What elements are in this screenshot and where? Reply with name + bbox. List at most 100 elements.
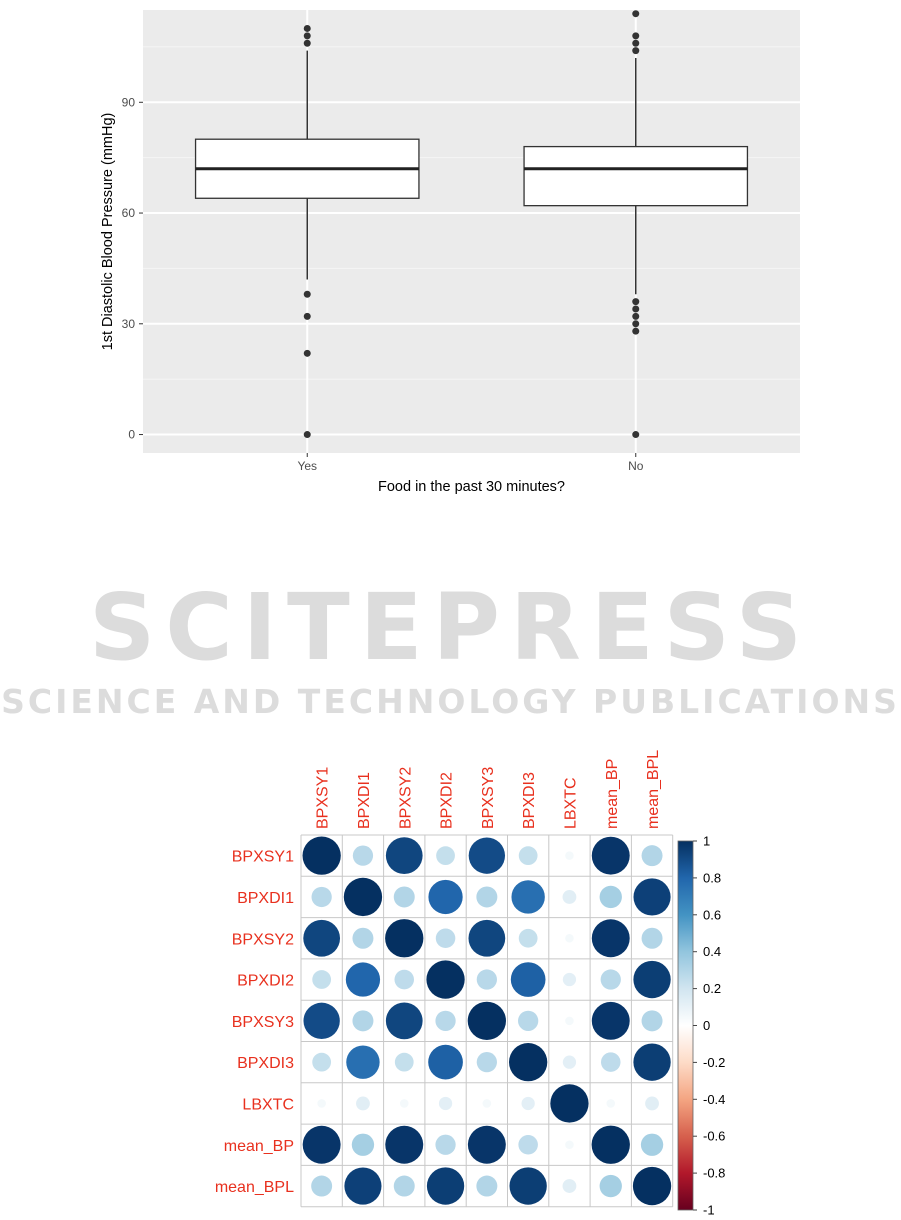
legend-tick-label: 0.2: [703, 981, 721, 996]
legend-tick-label: -0.4: [703, 1092, 725, 1107]
corr-circle: [600, 969, 621, 990]
legend-tick-label: 0.8: [703, 870, 721, 885]
column-label: BPXDI1: [356, 772, 373, 829]
corr-circle: [565, 1016, 574, 1026]
legend-tick-label: -0.2: [703, 1055, 725, 1070]
outlier-point: [632, 312, 640, 320]
corr-circle: [640, 1133, 664, 1156]
x-axis-label: Food in the past 30 minutes?: [378, 479, 565, 495]
corr-circle: [591, 1001, 630, 1040]
y-tick-label: 30: [122, 317, 136, 331]
corr-circle: [436, 846, 455, 866]
corr-circle: [476, 886, 498, 908]
corr-circle: [510, 962, 546, 997]
outlier-point: [632, 305, 640, 313]
corr-circle: [352, 845, 374, 866]
corr-circle: [426, 960, 465, 999]
outlier-point: [303, 32, 311, 40]
corr-circle: [641, 927, 663, 949]
corr-circle: [344, 1167, 382, 1205]
corr-circle: [385, 919, 424, 958]
corr-circle: [346, 1045, 380, 1079]
legend-tick-label: -0.6: [703, 1129, 725, 1144]
outlier-point: [303, 312, 311, 320]
corr-circle: [312, 1052, 332, 1072]
corr-circle: [385, 837, 423, 875]
corr-circle: [482, 1099, 492, 1108]
corr-circle: [518, 1010, 539, 1031]
corr-circle: [562, 890, 577, 904]
corr-circle: [468, 919, 506, 957]
corr-circle: [385, 1002, 423, 1040]
corr-circle: [467, 1125, 506, 1164]
corr-circle: [633, 1043, 671, 1081]
corr-circle: [399, 1099, 409, 1108]
corr-circle: [426, 1167, 465, 1205]
corr-circle: [467, 1001, 506, 1040]
y-tick-label: 60: [122, 206, 136, 220]
corr-circle: [565, 851, 574, 860]
outlier-point: [632, 39, 640, 47]
row-label: BPXSY3: [232, 1014, 294, 1031]
outlier-point: [632, 47, 640, 55]
corr-circle: [599, 1174, 622, 1198]
corr-circle: [641, 845, 663, 867]
corr-circle: [468, 837, 506, 874]
corr-circle: [343, 877, 383, 917]
corr-circle: [565, 933, 574, 943]
outlier-point: [632, 10, 640, 18]
corr-circle: [303, 919, 341, 957]
corr-circle: [633, 878, 671, 916]
corr-circle: [303, 1002, 340, 1040]
corr-circle: [476, 1052, 497, 1073]
boxplot-chart: 0 30 60 90 Yes No Food in the past 30 minutes?…: [100, 10, 800, 495]
outlier-point: [632, 32, 640, 40]
row-label: BPXSY1: [232, 849, 294, 866]
row-label: BPXSY2: [232, 931, 294, 948]
y-axis-label: 1st Diastolic Blood Pressure (mmHg): [100, 113, 116, 351]
corr-circle: [633, 960, 671, 999]
legend-tick-label: -1: [703, 1203, 715, 1218]
corr-circle: [562, 972, 577, 987]
corr-circle: [428, 1044, 463, 1080]
column-label: mean_BPL: [645, 750, 662, 829]
corr-circle: [476, 969, 497, 990]
y-tick-label: 90: [122, 95, 136, 109]
corr-circle: [591, 919, 630, 958]
outlier-point: [632, 320, 640, 328]
column-label: BPXSY1: [315, 767, 332, 829]
corr-circle: [565, 1140, 574, 1150]
corr-circle: [591, 836, 630, 875]
outlier-point: [303, 39, 311, 47]
color-legend-bar: [677, 840, 694, 1211]
corr-circle: [394, 969, 415, 990]
corr-circle: [385, 1125, 424, 1164]
column-label: BPXDI2: [439, 772, 456, 829]
legend-tick-label: 0: [703, 1018, 710, 1033]
corr-circle: [641, 1010, 663, 1032]
corr-circle: [476, 1175, 498, 1197]
corr-circle: [438, 1096, 453, 1111]
outlier-point: [303, 290, 311, 298]
box-iqr: [523, 145, 749, 207]
row-label: BPXDI3: [237, 1055, 294, 1072]
corr-circle: [518, 1134, 538, 1155]
row-label: mean_BP: [224, 1138, 294, 1155]
corr-circle: [435, 1134, 456, 1155]
row-label: LBXTC: [242, 1096, 294, 1113]
corr-circle: [518, 928, 538, 948]
legend-tick-label: 0.4: [703, 944, 721, 959]
corr-circle: [591, 1125, 630, 1164]
outlier-point: [303, 349, 311, 357]
corr-circle: [599, 885, 622, 909]
column-label: LBXTC: [562, 777, 579, 829]
outlier-point: [632, 327, 640, 335]
corr-circle: [632, 1166, 672, 1206]
corr-circle: [393, 886, 415, 908]
corr-circle: [518, 846, 538, 866]
corr-circle: [352, 927, 374, 949]
y-tick-label: 0: [128, 428, 135, 442]
corr-circle: [394, 1052, 414, 1072]
column-label: BPXDI3: [521, 772, 538, 829]
outlier-point: [632, 431, 640, 439]
